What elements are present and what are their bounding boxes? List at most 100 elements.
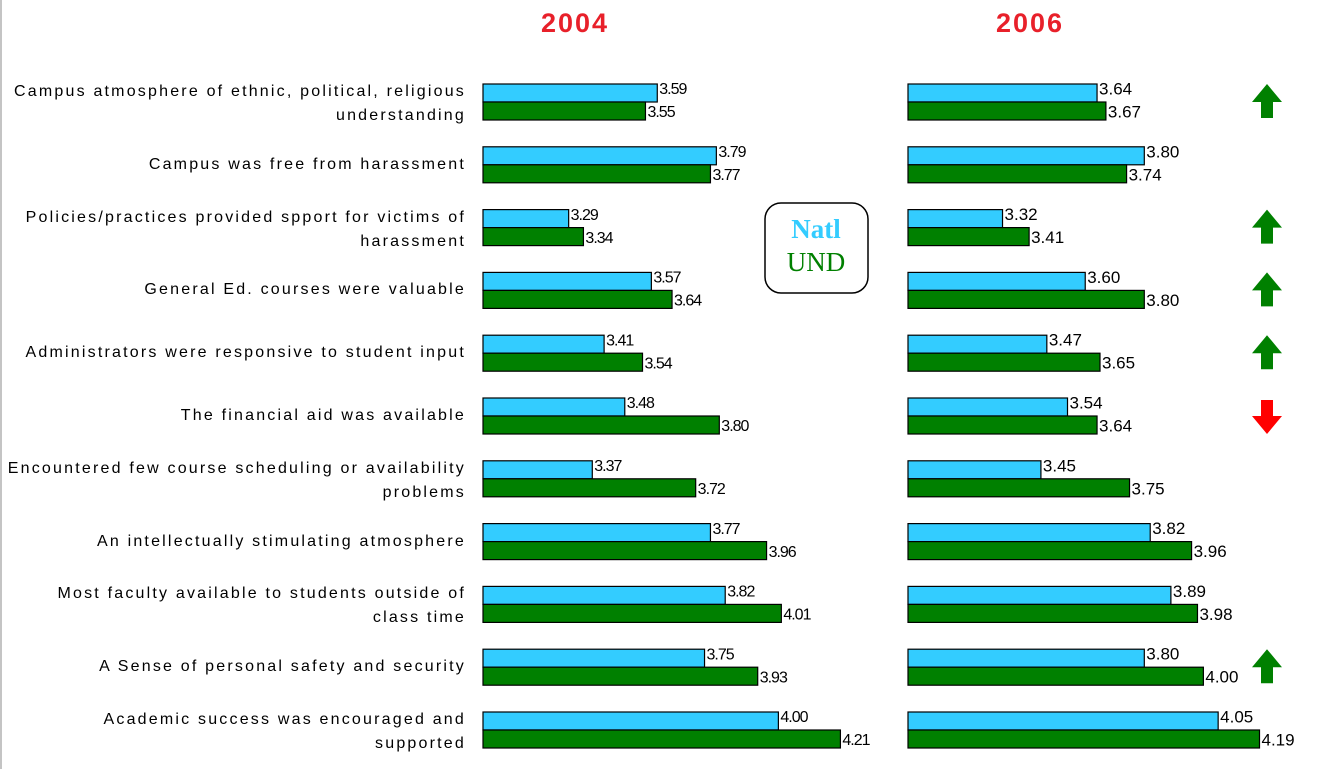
value-label: 3.48: [627, 395, 655, 412]
bar: [482, 334, 605, 354]
panel-title: 2004: [541, 8, 609, 38]
bar: [482, 101, 647, 121]
value-label: 4.21: [842, 732, 870, 749]
value-label: 3.98: [1199, 605, 1232, 624]
bar: [907, 711, 1219, 731]
value-label: 4.00: [1205, 668, 1238, 687]
legend-label: Natl: [791, 214, 841, 244]
value-label: 3.55: [647, 104, 675, 121]
bar: [482, 711, 779, 731]
trend-arrow: [1252, 335, 1282, 370]
bar: [482, 460, 593, 480]
value-label: 3.75: [707, 646, 735, 663]
value-label: 3.72: [698, 481, 726, 498]
bar: [482, 83, 658, 103]
bar: [482, 478, 697, 498]
value-label: 3.64: [674, 293, 702, 310]
value-label: 3.82: [727, 584, 755, 601]
bar: [907, 478, 1131, 498]
value-label: 3.65: [1102, 354, 1135, 373]
bar: [907, 164, 1128, 184]
panel-title: 2006: [996, 8, 1064, 38]
value-label: 4.19: [1262, 730, 1295, 749]
bar: [482, 648, 706, 668]
trend-arrow: [1252, 649, 1282, 684]
value-label: 3.77: [712, 167, 740, 184]
bar: [907, 648, 1145, 668]
trend-arrow: [1252, 209, 1282, 244]
value-label: 3.80: [1146, 291, 1179, 310]
bar: [907, 460, 1042, 480]
bar: [907, 522, 1151, 543]
category-label: General Ed. courses were valuable: [144, 281, 466, 299]
bar: [907, 415, 1098, 435]
category-label: Campus was free from harassment: [148, 155, 466, 173]
value-label: 3.74: [1129, 165, 1162, 184]
bar: [907, 397, 1069, 417]
value-label: 3.45: [1043, 456, 1076, 475]
trend-arrow: [1252, 272, 1282, 307]
bar: [482, 164, 712, 184]
category-label: Campus atmosphere of ethnic, political, …: [14, 83, 466, 124]
bar: [907, 101, 1107, 121]
value-label: 3.93: [760, 669, 788, 686]
value-label: 3.67: [1108, 102, 1141, 121]
trend-arrow: [1252, 84, 1282, 118]
bar: [907, 603, 1199, 624]
legend-label: UND: [787, 247, 846, 277]
value-label: 3.89: [1173, 582, 1206, 601]
category-label: A Sense of personal safety and security: [99, 658, 466, 676]
value-label: 3.82: [1152, 519, 1185, 538]
value-label: 3.41: [606, 332, 634, 349]
bar: [482, 397, 626, 417]
bar: [907, 289, 1145, 309]
value-label: 3.64: [1099, 79, 1132, 98]
bar: [482, 271, 652, 291]
bar: [907, 540, 1193, 561]
value-label: 3.80: [1146, 142, 1179, 161]
bar: [907, 146, 1145, 166]
bar: [482, 227, 585, 247]
bar: [907, 83, 1098, 103]
bar: [482, 666, 759, 686]
value-label: 3.79: [718, 144, 746, 161]
value-label: 3.96: [769, 544, 797, 561]
bar: [907, 585, 1172, 606]
value-label: 3.47: [1049, 331, 1082, 350]
bar: [907, 666, 1204, 686]
value-label: 3.64: [1099, 416, 1132, 435]
value-label: 3.41: [1031, 228, 1064, 247]
value-label: 3.54: [1070, 393, 1103, 412]
value-label: 3.57: [653, 270, 681, 287]
category-label: Most faculty available to students outsi…: [57, 585, 466, 627]
value-label: 3.75: [1132, 479, 1165, 498]
value-label: 3.77: [712, 521, 740, 538]
value-label: 4.05: [1220, 707, 1253, 726]
bar: [482, 540, 768, 561]
bar: [482, 209, 570, 229]
value-label: 4.00: [780, 709, 808, 726]
bar: [907, 227, 1030, 247]
value-label: 3.96: [1194, 542, 1227, 561]
category-label: Policies/practices provided spport for v…: [25, 208, 466, 250]
bar: [482, 729, 842, 749]
category-label: An intellectually stimulating atmosphere: [96, 532, 466, 550]
value-label: 3.34: [585, 230, 613, 247]
bar: [482, 603, 782, 624]
bar: [482, 522, 712, 543]
category-label: Encountered few course scheduling or ava…: [7, 459, 466, 501]
value-label: 3.29: [571, 207, 599, 224]
bar: [482, 352, 644, 372]
value-label: 3.60: [1087, 268, 1120, 287]
bar: [907, 271, 1086, 291]
value-label: 3.59: [659, 81, 687, 98]
bar: [907, 209, 1004, 229]
trend-arrow: [1252, 400, 1282, 434]
category-label: The financial aid was available: [180, 407, 466, 424]
value-label: 3.32: [1005, 205, 1038, 224]
value-label: 3.37: [594, 458, 622, 475]
value-label: 3.80: [1146, 645, 1179, 664]
bar: [482, 146, 717, 166]
value-label: 3.80: [721, 418, 749, 435]
